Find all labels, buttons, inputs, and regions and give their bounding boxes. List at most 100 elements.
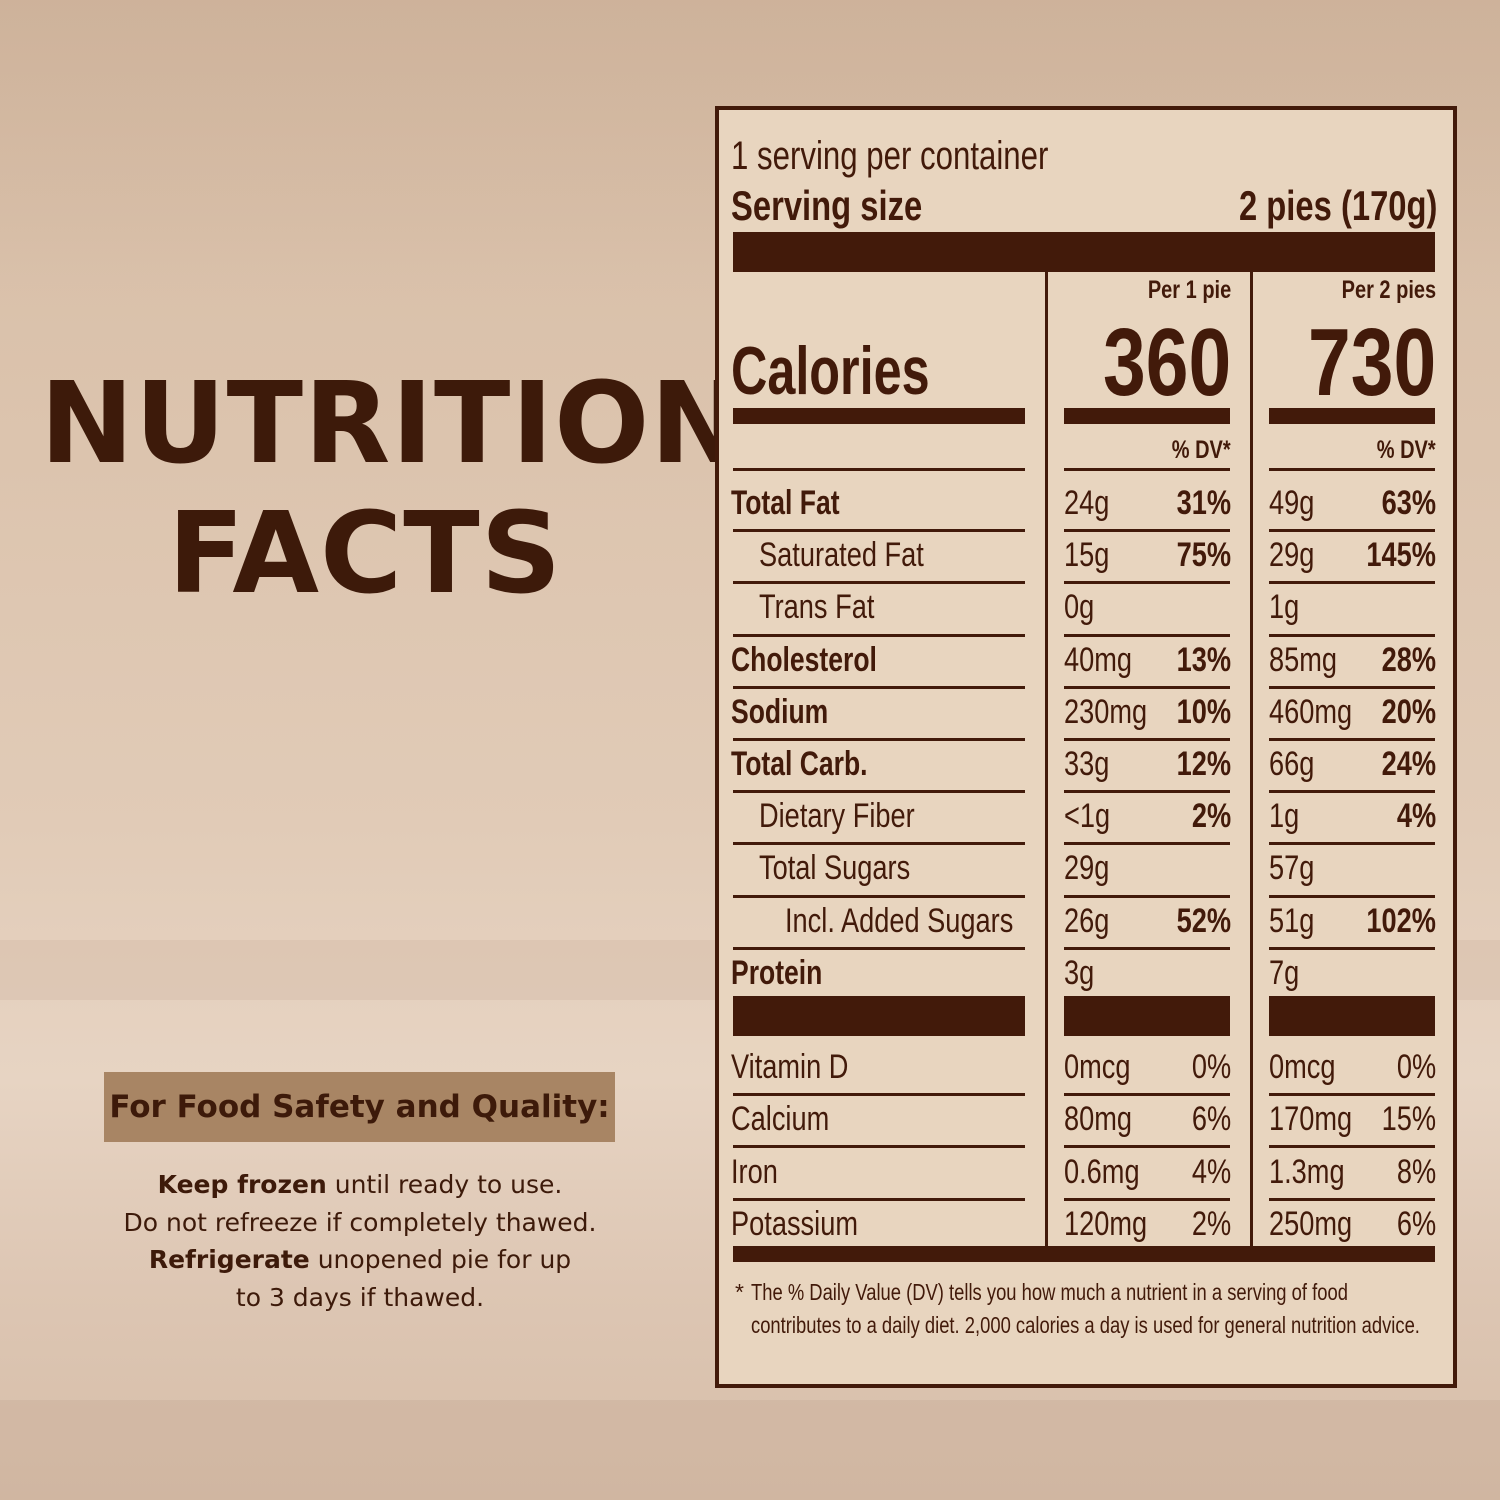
nutrient-dv-col1: 31% xyxy=(1176,484,1231,522)
nutrient-amount-col1: 40mg xyxy=(1064,640,1133,679)
nutrient-amount-col2: 57g xyxy=(1269,849,1315,888)
safety-heading-box: For Food Safety and Quality: xyxy=(104,1072,615,1142)
row-rule xyxy=(733,738,1025,741)
safety-line: to 3 days if thawed. xyxy=(80,1279,640,1317)
nutrient-dv-col2: 63% xyxy=(1381,484,1436,522)
nutrient-name: Protein xyxy=(731,953,823,992)
safety-line-text: to 3 days if thawed. xyxy=(235,1282,485,1312)
row-rule xyxy=(1064,1093,1230,1096)
row-rule xyxy=(1064,946,1230,950)
nutrient-name: Incl. Added Sugars xyxy=(785,901,1014,940)
nutrient-name: Dietary Fiber xyxy=(759,797,915,836)
vitamin-amount-col2: 1.3mg xyxy=(1269,1152,1345,1191)
row-rule xyxy=(1269,685,1435,689)
row-rule xyxy=(1269,633,1435,637)
row-rule xyxy=(1269,738,1435,741)
vitamin-amount-col1: 80mg xyxy=(1064,1100,1133,1139)
nutrient-amount-col2: 460mg xyxy=(1269,692,1353,731)
nutrient-amount-col1: 0g xyxy=(1064,588,1095,627)
row-rule xyxy=(1064,529,1230,533)
row-rule xyxy=(733,946,1025,950)
thick-rule xyxy=(733,996,1025,1036)
row-rule xyxy=(1064,685,1230,689)
row-rule xyxy=(1269,946,1435,950)
row-rule xyxy=(1269,1093,1435,1096)
nutrient-dv-col2: 4% xyxy=(1396,797,1436,836)
row-rule xyxy=(1064,633,1230,637)
row-rule xyxy=(733,581,1025,585)
nutrient-amount-col2: 49g xyxy=(1269,484,1315,522)
servings-per-container: 1 serving per container xyxy=(731,134,1049,178)
nutrient-dv-col1: 75% xyxy=(1176,536,1231,575)
thick-rule xyxy=(733,232,1435,272)
nutrient-amount-col2: 29g xyxy=(1269,536,1315,575)
nutrient-dv-col1: 12% xyxy=(1176,745,1231,783)
nutrient-amount-col1: 230mg xyxy=(1064,692,1148,731)
column-divider xyxy=(1250,272,1253,1252)
col1-header: Per 1 pie xyxy=(1147,276,1231,304)
nutrient-amount-col2: 51g xyxy=(1269,901,1315,940)
safety-heading: For Food Safety and Quality: xyxy=(109,1089,610,1125)
nutrient-name: Total Fat xyxy=(731,484,840,522)
vitamin-dv-col1: 6% xyxy=(1191,1100,1231,1139)
row-rule xyxy=(1064,1145,1230,1149)
nutrient-name: Trans Fat xyxy=(759,588,875,627)
nutrient-dv-col1: 52% xyxy=(1176,901,1231,940)
row-rule xyxy=(733,685,1025,689)
row-rule xyxy=(1064,581,1230,585)
thick-rule xyxy=(1064,996,1230,1036)
vitamin-dv-col2: 0% xyxy=(1396,1048,1436,1086)
row-rule xyxy=(1064,738,1230,741)
row-rule xyxy=(1269,894,1435,898)
row-rule xyxy=(1269,1197,1435,1201)
calories-rule-name xyxy=(733,408,1025,424)
nutrient-amount-col1: 3g xyxy=(1064,953,1095,992)
row-rule xyxy=(1269,790,1435,794)
page-title-line2: FACTS xyxy=(167,489,563,619)
nutrient-dv-col1: 2% xyxy=(1191,797,1231,836)
vitamin-name: Vitamin D xyxy=(731,1048,849,1086)
dv-header-col1: % DV* xyxy=(1172,436,1231,464)
nutrient-dv-col1: 13% xyxy=(1176,640,1231,679)
thick-rule xyxy=(1269,996,1435,1036)
serving-size-value: 2 pies (170g) xyxy=(1238,182,1437,229)
nutrient-dv-col2: 102% xyxy=(1366,901,1436,940)
row-rule xyxy=(733,790,1025,794)
nutrient-amount-col1: 29g xyxy=(1064,849,1110,888)
vitamin-amount-col1: 0.6mg xyxy=(1064,1152,1140,1191)
vitamin-name: Potassium xyxy=(731,1204,858,1243)
vitamin-dv-col1: 2% xyxy=(1191,1204,1231,1243)
row-rule xyxy=(1269,1145,1435,1149)
column-divider xyxy=(1045,272,1048,1252)
vitamin-dv-col1: 0% xyxy=(1191,1048,1231,1086)
nutrient-amount-col2: 85mg xyxy=(1269,640,1338,679)
vitamin-dv-col1: 4% xyxy=(1191,1152,1231,1191)
row-rule xyxy=(1064,468,1230,471)
calories-col1: 360 xyxy=(1102,309,1231,416)
safety-line-emphasis: Refrigerate xyxy=(148,1245,310,1274)
nutrient-name: Cholesterol xyxy=(731,640,877,679)
row-rule xyxy=(733,842,1025,846)
calories-label: Calories xyxy=(731,333,930,409)
nutrient-name: Sodium xyxy=(731,692,829,731)
vitamin-name: Calcium xyxy=(731,1100,830,1139)
row-rule xyxy=(1064,790,1230,794)
serving-size-label: Serving size xyxy=(731,182,923,229)
nutrient-amount-col1: 33g xyxy=(1064,745,1110,783)
footnote-star: * xyxy=(735,1279,744,1305)
vitamin-amount-col2: 250mg xyxy=(1269,1204,1353,1243)
bottom-rule xyxy=(733,1246,1435,1262)
row-rule xyxy=(1269,468,1435,471)
safety-line: Keep frozen until ready to use. xyxy=(80,1166,640,1204)
background-band xyxy=(0,1400,1500,1500)
nutrient-amount-col2: 66g xyxy=(1269,745,1315,783)
row-rule xyxy=(733,1145,1025,1149)
safety-line: Refrigerate unopened pie for up xyxy=(80,1241,640,1279)
nutrition-label: 1 serving per container Serving size 2 p… xyxy=(715,106,1457,1388)
nutrient-dv-col1: 10% xyxy=(1176,692,1231,731)
col2-header: Per 2 pies xyxy=(1341,276,1436,304)
nutrient-amount-col1: 26g xyxy=(1064,901,1110,940)
safety-line-emphasis: Keep frozen xyxy=(157,1170,327,1199)
row-rule xyxy=(1269,581,1435,585)
calories-rule-col1 xyxy=(1064,408,1230,424)
